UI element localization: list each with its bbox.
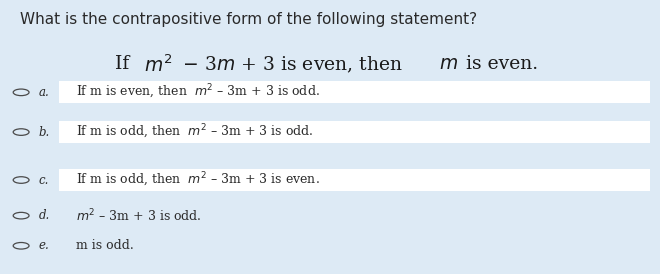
Text: If m is odd, then  $m^2$ – 3m + 3 is odd.: If m is odd, then $m^2$ – 3m + 3 is odd. [76,123,314,141]
Text: e.: e. [38,239,49,252]
Text: is even.: is even. [460,55,538,73]
Text: $m^2$ – 3m + 3 is odd.: $m^2$ – 3m + 3 is odd. [76,207,201,224]
Text: a.: a. [38,86,49,99]
Text: c.: c. [38,173,49,187]
Text: What is the contrapositive form of the following statement?: What is the contrapositive form of the f… [20,12,477,27]
Text: d.: d. [38,209,50,222]
Text: b.: b. [38,125,50,139]
Text: If m is odd, then  $m^2$ – 3m + 3 is even.: If m is odd, then $m^2$ – 3m + 3 is even… [76,171,319,189]
Text: If m is even, then  $m^2$ – 3m + 3 is odd.: If m is even, then $m^2$ – 3m + 3 is odd… [76,83,319,101]
Text: $m^2$: $m^2$ [144,55,172,76]
Text: If: If [115,55,142,73]
FancyBboxPatch shape [59,121,650,143]
Text: m is odd.: m is odd. [76,239,133,252]
Text: $\it{m}$: $\it{m}$ [439,55,458,73]
Text: $-$ 3$m$ + 3 is even, then: $-$ 3$m$ + 3 is even, then [177,55,403,75]
FancyBboxPatch shape [59,169,650,191]
FancyBboxPatch shape [59,81,650,103]
